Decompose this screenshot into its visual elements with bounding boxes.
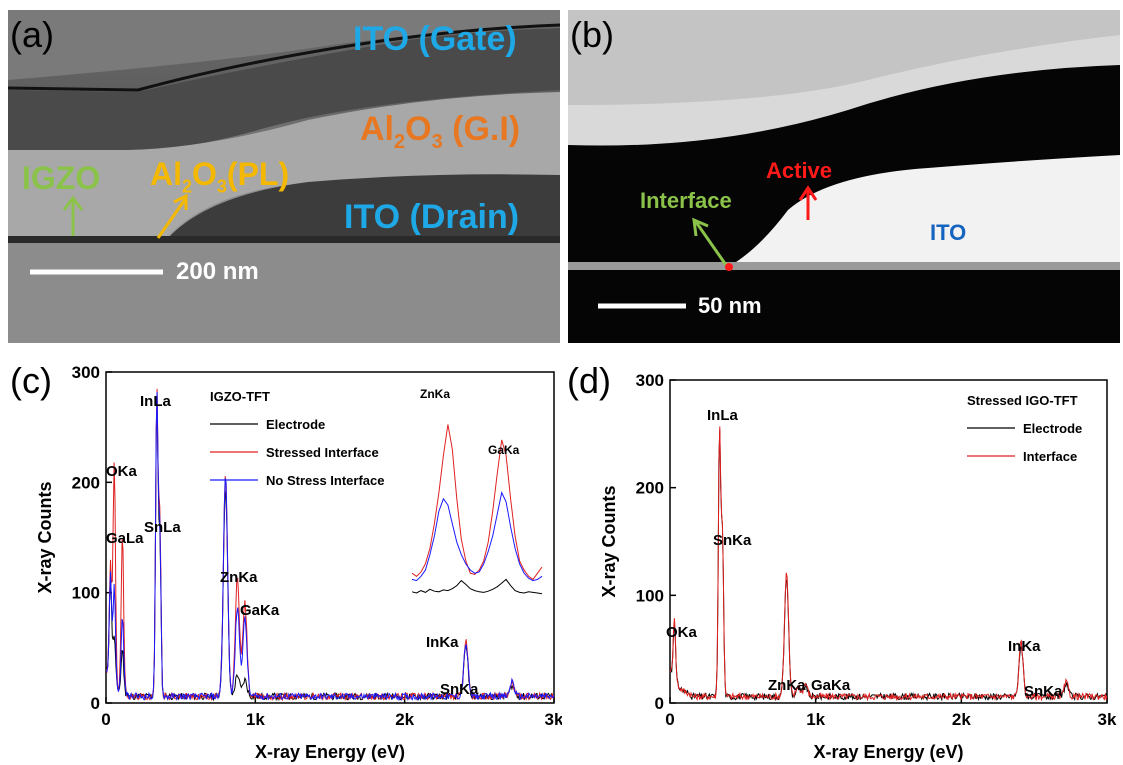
substrate (8, 243, 560, 343)
peak-label: SnLa (144, 519, 181, 536)
x-tick-label: 0 (665, 710, 674, 729)
ito-drain-layer (168, 174, 560, 242)
label-al2o3-gi: Al2O3 (G.I) (360, 110, 521, 153)
tem-image-b: (b) Active Interface ITO 50 nm (568, 10, 1120, 343)
panel-letter-c: (c) (10, 360, 52, 401)
panel-letter-d: (d) (567, 360, 611, 401)
y-tick-label: 300 (72, 363, 100, 382)
interface-arrow (694, 221, 728, 266)
peak-label: SnKa (713, 532, 752, 549)
inset-no-stress (411, 491, 543, 582)
inset-label-gaka: GaKa (488, 443, 520, 457)
y-tick-label: 100 (636, 586, 664, 605)
al2o3-layer (8, 92, 560, 236)
y-tick-label: 0 (655, 694, 664, 713)
label-ito-gate: ITO (Gate) (353, 20, 517, 58)
label-igzo: IGZO (22, 160, 101, 196)
label-active: Active (766, 158, 833, 183)
y-tick-label: 100 (72, 584, 100, 603)
label-ito-drain: ITO (Drain) (344, 198, 520, 236)
series-line-no-stress-interface (106, 391, 554, 702)
inset-label-znka: ZnKa (420, 387, 450, 401)
al2o3-pl-arrow (156, 197, 188, 239)
x-axis-label: X-ray Energy (eV) (255, 742, 405, 762)
peak-label: ZnKa (768, 677, 806, 694)
x-tick-label: 1k (246, 710, 265, 729)
panel-letter-a: (a) (10, 14, 54, 55)
x-axis-label: X-ray Energy (eV) (813, 742, 963, 762)
ito-gate-layer (8, 28, 560, 150)
igzo-line (8, 236, 560, 243)
legend-entry: No Stress Interface (266, 473, 385, 488)
peak-label: InLa (140, 393, 171, 410)
legend-title: IGZO-TFT (210, 389, 270, 404)
peak-label: InKa (1008, 638, 1041, 655)
y-tick-label: 300 (636, 371, 664, 390)
y-axis-label: X-ray Counts (35, 481, 55, 593)
scale-label-a: 200 nm (176, 258, 259, 285)
peak-label: SnKa (440, 681, 479, 698)
peak-label: OKa (666, 624, 698, 641)
legend-entry: Interface (1023, 449, 1077, 464)
tem-structure-b (568, 10, 1120, 309)
peak-label: GaKa (240, 602, 280, 619)
x-tick-label: 3k (1098, 710, 1117, 729)
x-tick-label: 1k (806, 710, 825, 729)
y-tick-label: 200 (72, 473, 100, 492)
x-tick-label: 2k (952, 710, 971, 729)
series-line-electrode (670, 429, 1107, 702)
plot-frame (669, 379, 1108, 704)
series-line-interface (670, 426, 1107, 702)
inset-stressed (411, 424, 543, 581)
peak-label: GaLa (106, 530, 144, 547)
top-layer (8, 10, 560, 80)
legend-entry: Electrode (266, 417, 325, 432)
x-tick-label: 2k (395, 710, 414, 729)
peak-label: GaKa (811, 677, 851, 694)
gate-boundary (8, 23, 560, 92)
y-axis-label: X-ray Counts (599, 485, 619, 597)
legend-entry: Electrode (1023, 421, 1082, 436)
label-ito: ITO (930, 220, 967, 245)
panel-letter-b: (b) (570, 14, 614, 55)
legend-entry: Stressed Interface (266, 445, 379, 460)
tem-structure-a (8, 10, 560, 343)
label-interface: Interface (640, 188, 732, 213)
legend-title: Stressed IGO-TFT (967, 393, 1078, 408)
inset-electrode (411, 578, 543, 595)
interface-dot (725, 263, 733, 271)
eds-chart-d: 0 100 200 300 0 1k 2k 3k X-ray Energy (eV) X-ray … (599, 371, 1117, 762)
peak-label: ZnKa (220, 569, 258, 586)
peak-label: SnKa (1024, 683, 1063, 700)
eds-chart-c: 0 100 200 300 0 1k 2k 3k X-ray Energy (eV) X-ray … (35, 363, 562, 762)
plot-frame (105, 371, 555, 704)
y-tick-label: 0 (91, 694, 100, 713)
ito-bright-region (728, 155, 1120, 267)
x-tick-label: 3k (545, 710, 562, 729)
scale-label-b: 50 nm (698, 293, 762, 318)
label-al2o3-pl: Al2O3(PL) (150, 156, 290, 197)
peak-label: OKa (106, 463, 138, 480)
peak-label: InKa (426, 634, 459, 651)
substrate-line (568, 262, 1120, 270)
y-tick-label: 200 (636, 479, 664, 498)
peak-label: InLa (707, 407, 738, 424)
x-tick-label: 0 (101, 710, 110, 729)
series-line-stressed-interface (106, 388, 554, 702)
tem-image-a: (a) ITO (Gate) Al2O3 (G.I) IGZO Al2O3(PL… (8, 10, 560, 343)
